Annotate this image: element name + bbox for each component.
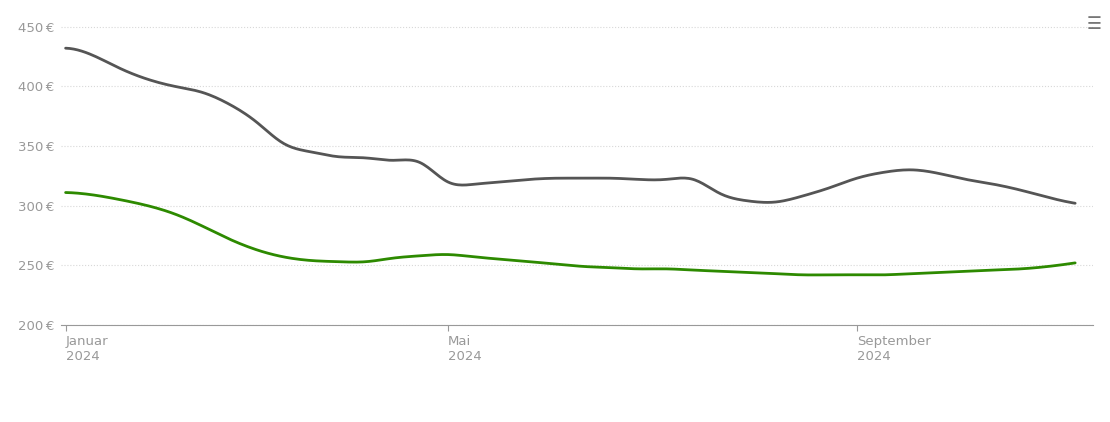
Text: ☰: ☰ <box>1087 15 1101 33</box>
